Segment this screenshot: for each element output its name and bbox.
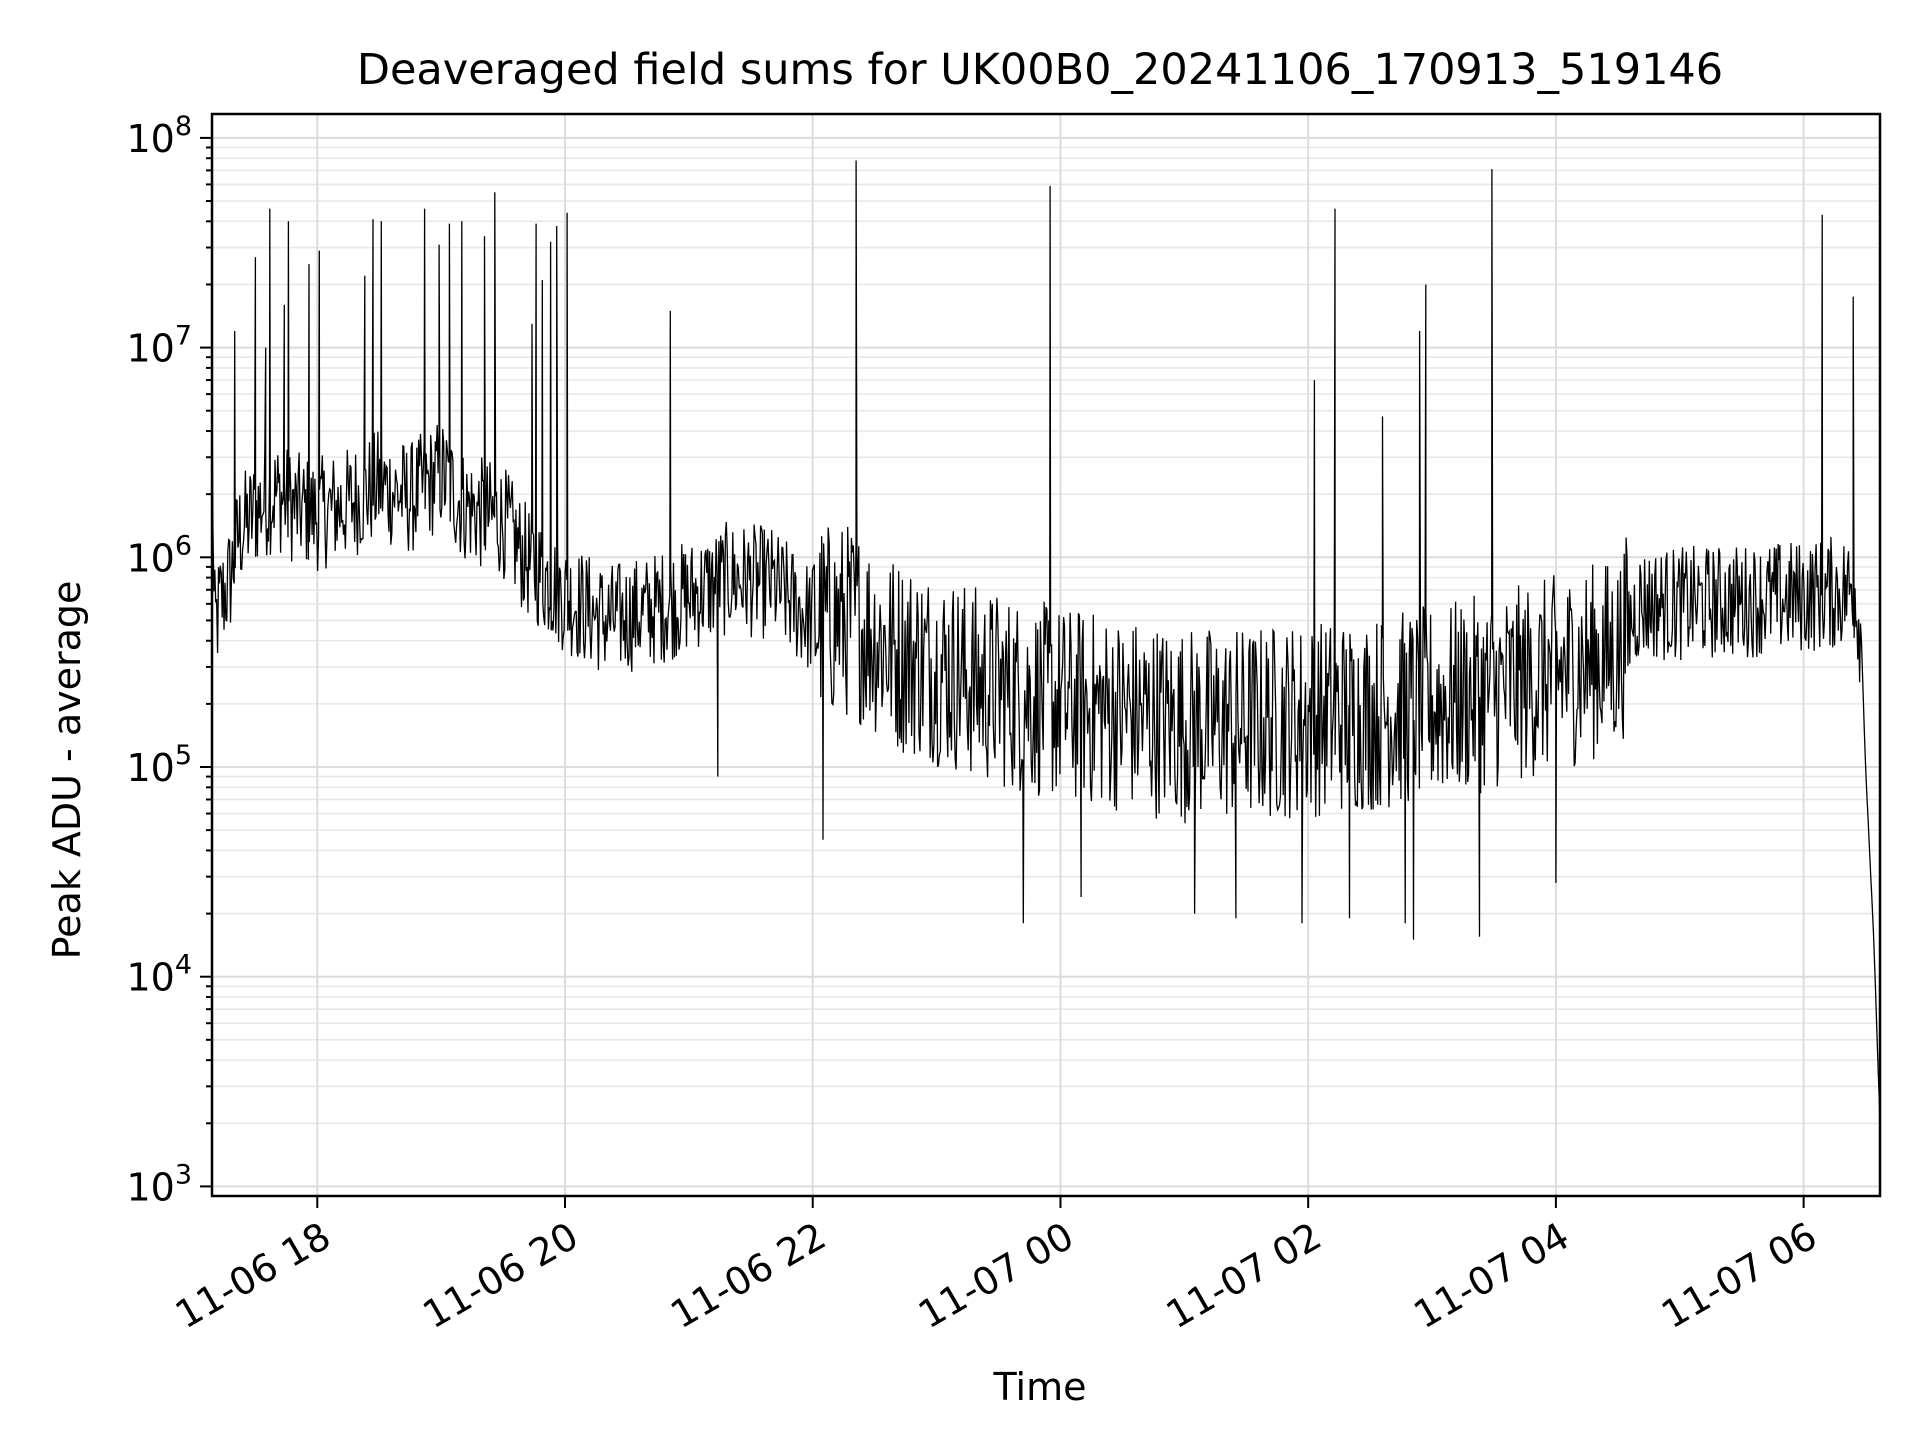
y-axis-label: Peak ADU - average: [45, 581, 89, 960]
y-axis-ticks: 103 104 105 106 107 108: [126, 111, 212, 1209]
y-tick-label: 105: [126, 740, 192, 790]
series-line: [211, 160, 1881, 1124]
chart-title: Deaveraged field sums for UK00B0_2024110…: [357, 45, 1723, 95]
y-tick-label: 103: [126, 1159, 192, 1209]
major-gridlines: [212, 114, 1880, 1196]
plot-frame: [210, 112, 1882, 1198]
y-tick-label: 108: [126, 111, 192, 161]
y-tick-label: 104: [126, 950, 192, 1000]
y-tick-label: 107: [126, 321, 192, 371]
x-axis-label: Time: [993, 1365, 1087, 1409]
y-tick-label: 106: [126, 530, 192, 580]
